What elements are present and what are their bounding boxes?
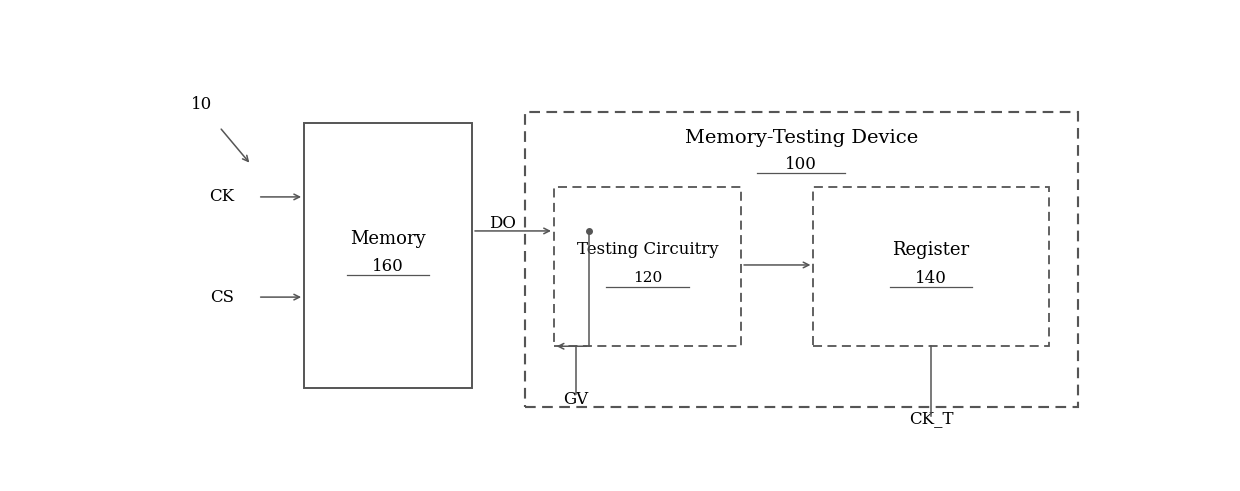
Bar xyxy=(813,188,1049,346)
Bar xyxy=(525,112,1078,407)
Text: CK_T: CK_T xyxy=(909,410,954,428)
Text: 100: 100 xyxy=(785,156,817,173)
Text: CK: CK xyxy=(208,189,234,205)
Text: 160: 160 xyxy=(372,258,404,275)
Text: CS: CS xyxy=(210,289,234,305)
Text: DO: DO xyxy=(490,215,516,232)
Text: Memory-Testing Device: Memory-Testing Device xyxy=(684,129,918,147)
Bar xyxy=(554,188,742,346)
Bar xyxy=(304,123,472,388)
Text: Testing Circuitry: Testing Circuitry xyxy=(577,242,718,258)
Text: 120: 120 xyxy=(632,271,662,285)
Text: Memory: Memory xyxy=(350,229,425,247)
Text: GV: GV xyxy=(563,391,589,408)
Text: 140: 140 xyxy=(915,270,947,287)
Text: Register: Register xyxy=(893,241,970,259)
Text: 10: 10 xyxy=(191,96,212,113)
